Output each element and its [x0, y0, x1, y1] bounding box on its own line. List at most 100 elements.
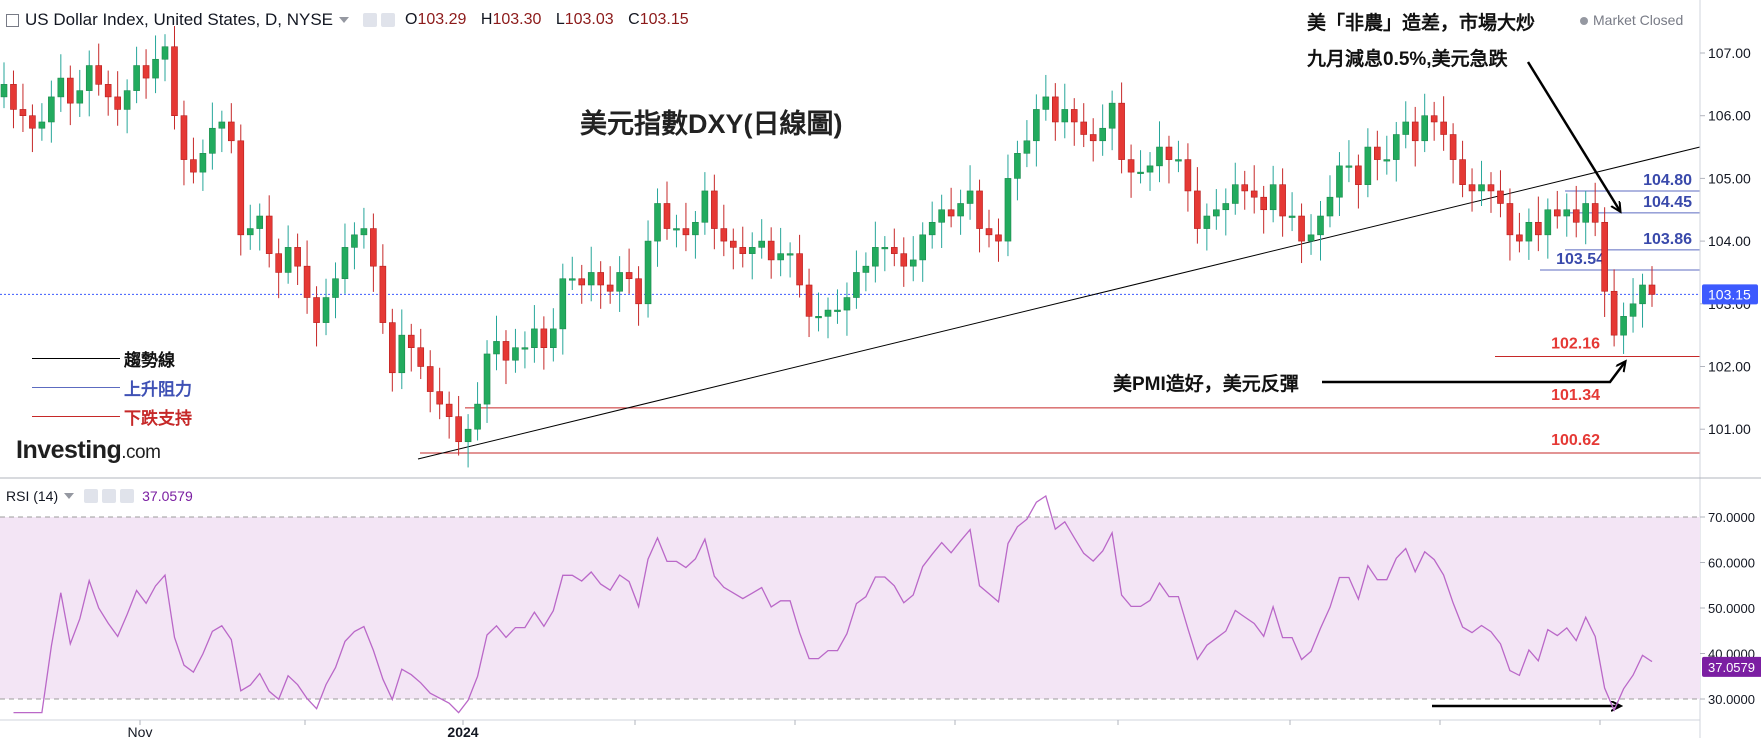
close-value: 103.15 — [639, 11, 689, 28]
candle-body — [1231, 184, 1239, 204]
candle-body — [597, 272, 604, 286]
candle-body — [957, 203, 964, 217]
candle-body — [673, 228, 680, 231]
eye-icon[interactable] — [363, 13, 378, 27]
candle-body — [1260, 196, 1267, 211]
candle-body — [1639, 284, 1646, 305]
candle-body — [48, 96, 55, 123]
gear-icon[interactable] — [381, 13, 396, 27]
candle-body — [1610, 290, 1618, 336]
symbol-title[interactable]: US Dollar Index, United States, D, NYSE — [25, 10, 334, 29]
candle-body — [152, 58, 159, 79]
rsi-label[interactable]: RSI (14) — [6, 488, 59, 504]
candle-body — [1165, 146, 1173, 160]
chevron-down-icon[interactable] — [339, 17, 350, 23]
resistance-label: 104.80 — [1643, 172, 1692, 189]
candle-body — [133, 65, 140, 91]
candle-body — [938, 209, 945, 223]
candle-body — [1402, 121, 1410, 135]
rsi-current-label: 37.0579 — [1708, 660, 1755, 675]
chart-annotation-title: 美元指數DXY(日線圖) — [580, 109, 843, 139]
candle-body — [76, 90, 84, 104]
collapse-icon[interactable] — [6, 13, 19, 27]
y-tick-label: 105.00 — [1708, 170, 1751, 186]
candle-body — [1336, 165, 1343, 198]
candle-body — [228, 121, 235, 142]
candle-body — [625, 272, 633, 280]
chevron-down-icon[interactable] — [64, 493, 75, 499]
candle-body — [322, 297, 330, 323]
candle-body — [1146, 165, 1154, 173]
candle-body — [114, 96, 121, 110]
candle-body — [701, 190, 709, 223]
candle-body — [398, 334, 406, 374]
candle-body — [900, 253, 908, 267]
candle-body — [777, 253, 784, 261]
candle-body — [265, 215, 273, 254]
candle-body — [928, 221, 936, 236]
candle-body — [19, 109, 27, 117]
candle-body — [748, 247, 756, 254]
candle-body — [199, 153, 207, 173]
candle-body — [1203, 215, 1211, 229]
candle-body — [10, 84, 17, 110]
candle-body — [1648, 284, 1656, 295]
candle-body — [966, 190, 974, 204]
rsi-line — [13, 494, 1653, 714]
candle-body — [1487, 184, 1495, 192]
candle-body — [455, 416, 462, 443]
candle-body — [616, 272, 623, 292]
candle-body — [1468, 184, 1476, 192]
candle-body — [1089, 134, 1097, 142]
candle-body — [407, 334, 415, 348]
candle-body — [909, 259, 917, 267]
candle-body — [284, 247, 292, 273]
candle-body — [1307, 234, 1315, 242]
candle-body — [758, 240, 766, 248]
gear-icon[interactable] — [102, 489, 117, 503]
candle-body — [85, 65, 93, 91]
support-swatch — [32, 416, 120, 417]
candle-body — [1222, 203, 1230, 211]
legend-support: 下跌支持 — [32, 402, 192, 431]
candle-body — [1023, 140, 1031, 154]
candle-body — [682, 228, 690, 236]
rsi-tick-label: 50.0000 — [1708, 601, 1755, 616]
candle-body — [351, 234, 358, 248]
candle-body — [1213, 209, 1220, 217]
candle-body — [635, 278, 642, 305]
candle-body — [1250, 190, 1258, 198]
candle-body — [1535, 221, 1542, 236]
candle-body — [1288, 215, 1296, 218]
resistance-label: 103.54 — [1556, 251, 1605, 268]
candle-body — [246, 228, 254, 236]
candle-body — [275, 253, 282, 273]
candle-body — [862, 265, 870, 273]
legend-trend: 趨勢線 — [32, 344, 192, 373]
candle-body — [1563, 209, 1571, 217]
close-icon[interactable] — [120, 489, 135, 503]
candle-body — [256, 215, 264, 229]
candle-body — [947, 209, 955, 217]
trend-line — [417, 146, 1701, 460]
candle-body — [1137, 171, 1144, 174]
candle-body — [720, 228, 728, 242]
candle-body — [1582, 203, 1590, 223]
current-price-badge — [1702, 284, 1758, 305]
candle-body — [1345, 165, 1353, 168]
candle-body — [1326, 196, 1334, 217]
candle-body — [976, 190, 983, 229]
candle-body — [1033, 109, 1040, 142]
eye-icon[interactable] — [84, 489, 99, 503]
candle-body — [1364, 146, 1372, 185]
candle-body — [104, 84, 112, 98]
candle-body — [341, 247, 349, 280]
legend-resistance: 上升阻力 — [32, 373, 192, 402]
chart-header: US Dollar Index, United States, D, NYSE … — [6, 10, 699, 30]
rsi-tick-label: 60.0000 — [1708, 556, 1755, 571]
candle-body — [606, 284, 614, 292]
candle-body — [1629, 303, 1637, 317]
x-tick-label: 2024 — [447, 724, 478, 738]
candle-body — [1516, 234, 1523, 242]
